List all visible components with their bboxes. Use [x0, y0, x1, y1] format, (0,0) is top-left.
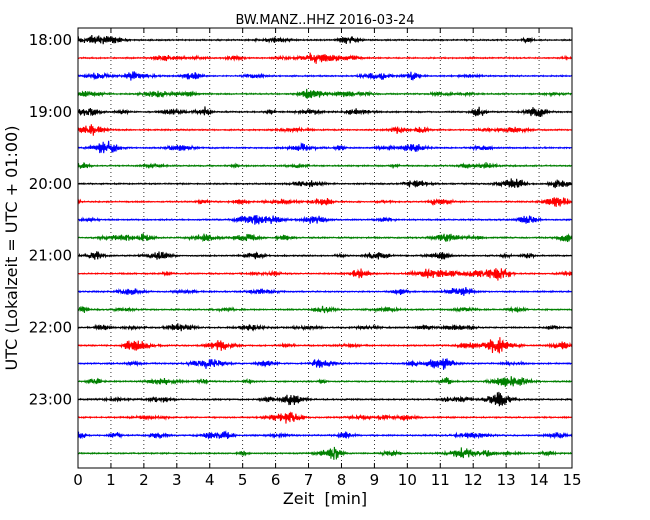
x-tick-label: 4 [205, 471, 215, 489]
x-tick-label: 2 [139, 471, 149, 489]
x-tick-label: 9 [370, 471, 380, 489]
x-axis-label: Zeit [min] [283, 489, 367, 508]
x-tick-label: 15 [562, 471, 581, 489]
seismogram-trace [77, 233, 573, 243]
seismogram-trace [77, 305, 573, 314]
seismogram-trace [77, 140, 573, 154]
seismogram-trace [77, 197, 573, 207]
seismogram-trace [77, 124, 573, 136]
seismogram-trace [77, 430, 573, 440]
seismogram-trace [77, 178, 573, 189]
seismogram-trace [77, 267, 573, 281]
y-tick-label: 19:00 [29, 103, 72, 121]
seismogram-trace [77, 411, 573, 424]
seismogram-trace [77, 35, 573, 45]
y-tick-label: 20:00 [29, 175, 72, 193]
seismogram-trace [77, 162, 572, 170]
x-tick-label: 5 [238, 471, 248, 489]
x-tick-label: 1 [106, 471, 116, 489]
x-tick-label: 11 [431, 471, 450, 489]
y-tick-label: 18:00 [29, 31, 72, 49]
x-tick-label: 3 [172, 471, 182, 489]
x-axis: 0 1 2 3 4 5 6 7 8 9 10 11 12 13 14 15 [73, 28, 582, 489]
x-tick-label: 8 [337, 471, 347, 489]
chart-title: BW.MANZ..HHZ 2016-03-24 [235, 13, 414, 28]
seismogram-trace [77, 376, 573, 387]
traces [77, 35, 573, 460]
x-tick-label: 13 [497, 471, 516, 489]
y-axis-label: UTC (Lokalzeit = UTC + 01:00) [2, 126, 21, 371]
x-tick-label: 14 [530, 471, 549, 489]
x-tick-label: 12 [464, 471, 483, 489]
y-axis: 18:00 19:00 20:00 21:00 22:00 23:00 [29, 31, 572, 408]
x-tick-label: 7 [304, 471, 314, 489]
seismogram-trace [77, 71, 573, 81]
seismogram-trace [77, 52, 573, 64]
y-tick-label: 22:00 [29, 319, 72, 337]
seismogram-trace [77, 214, 573, 225]
seismogram-trace [77, 446, 573, 460]
y-tick-label: 21:00 [29, 247, 72, 265]
seismogram-trace [77, 358, 573, 370]
seismogram-trace [77, 391, 573, 407]
seismogram-trace [77, 337, 573, 354]
seismogram-trace [77, 286, 573, 296]
x-grid [110, 28, 540, 468]
seismogram-trace [77, 323, 573, 332]
seismogram-trace [77, 88, 573, 99]
plot-frame [77, 27, 573, 469]
y-tick-label: 23:00 [29, 390, 72, 408]
seismogram-trace [77, 251, 573, 260]
x-tick-label: 10 [398, 471, 417, 489]
x-tick-label: 6 [271, 471, 281, 489]
seismogram-trace [77, 106, 573, 118]
x-tick-label: 0 [73, 471, 83, 489]
